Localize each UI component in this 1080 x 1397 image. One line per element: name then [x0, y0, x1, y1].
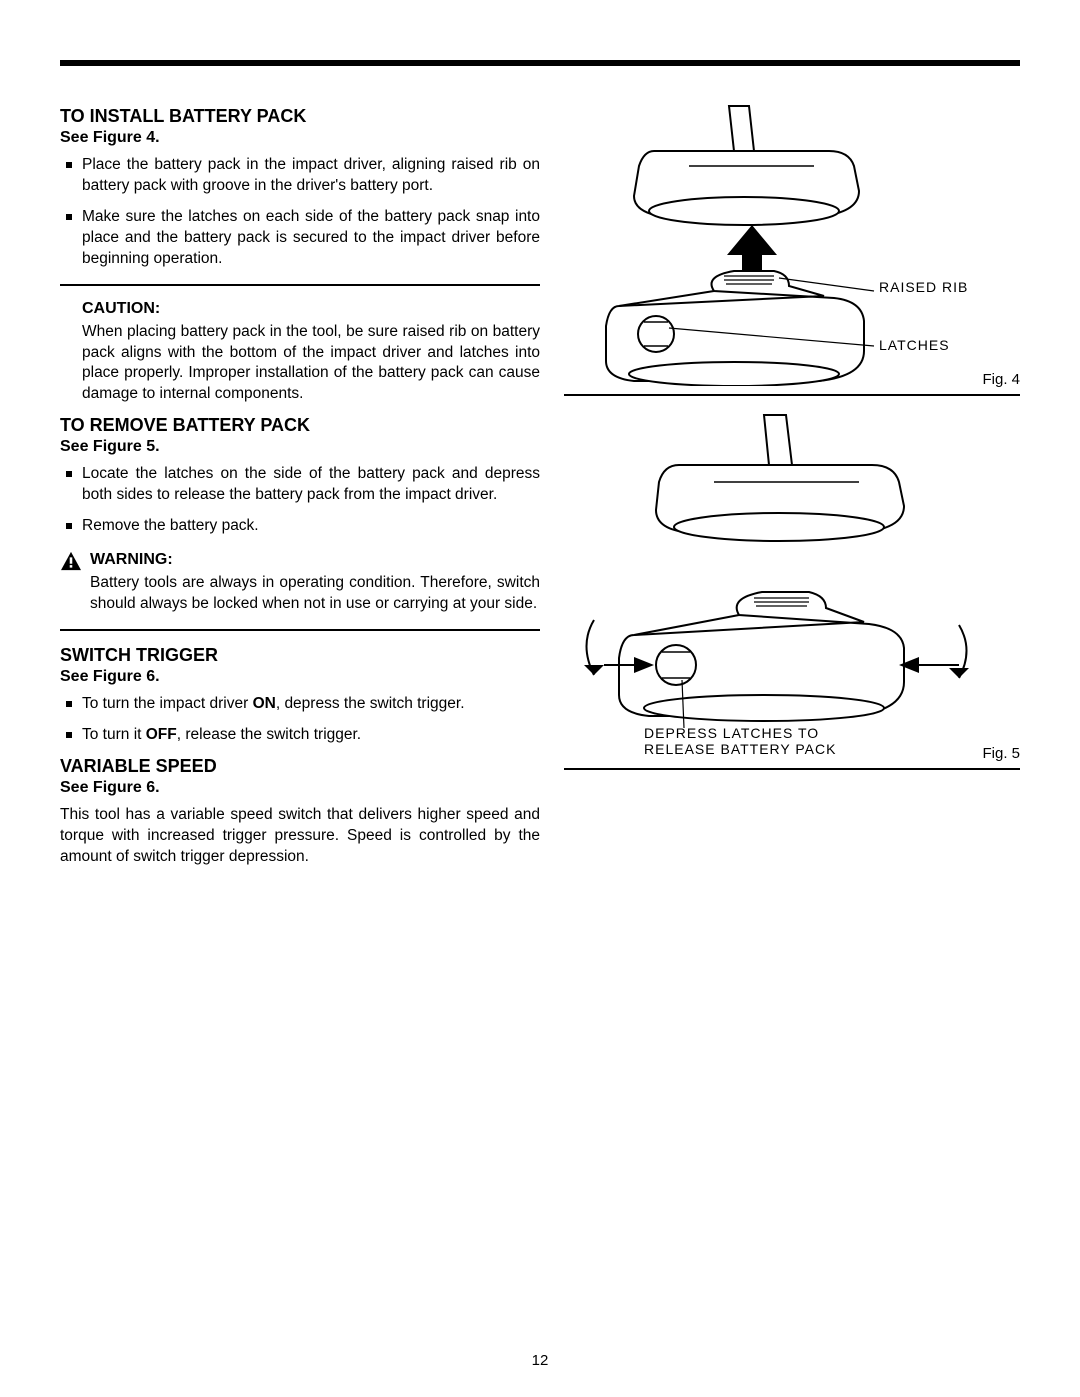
remove-see: See Figure 5.: [60, 438, 540, 456]
install-see: See Figure 4.: [60, 129, 540, 147]
caution-text: When placing battery pack in the tool, b…: [60, 322, 540, 406]
warning-text: Battery tools are always in operating co…: [90, 573, 540, 615]
switch-off-bold: OFF: [146, 726, 177, 743]
variable-title: VARIABLE SPEED: [60, 756, 540, 777]
warning-icon: [60, 551, 82, 571]
install-step-2: Make sure the latches on each side of th…: [60, 207, 540, 270]
page-number: 12: [0, 1352, 1080, 1369]
figure-5: DEPRESS LATCHES TO RELEASE BATTERY PACK …: [564, 410, 1020, 770]
install-title: TO INSTALL BATTERY PACK: [60, 106, 540, 127]
figure-4-label: Fig. 4: [982, 371, 1020, 388]
switch-off-a: To turn it: [82, 726, 146, 743]
right-column: RAISED RIB LATCHES Fig. 4: [564, 96, 1020, 868]
caution-label: CAUTION:: [60, 300, 540, 318]
switch-title: SWITCH TRIGGER: [60, 645, 540, 666]
two-column-layout: TO INSTALL BATTERY PACK See Figure 4. Pl…: [60, 96, 1020, 868]
figure-5-label: Fig. 5: [982, 745, 1020, 762]
warning-block: WARNING: Battery tools are always in ope…: [60, 551, 540, 615]
remove-step-2: Remove the battery pack.: [60, 516, 540, 537]
callout-latches: LATCHES: [879, 337, 950, 353]
manual-page: TO INSTALL BATTERY PACK See Figure 4. Pl…: [0, 0, 1080, 1397]
left-column: TO INSTALL BATTERY PACK See Figure 4. Pl…: [60, 96, 540, 868]
switch-off-b: , release the switch trigger.: [177, 726, 361, 743]
callout-raised-rib: RAISED RIB: [879, 279, 968, 295]
warning-label: WARNING:: [90, 551, 540, 569]
warning-body: WARNING: Battery tools are always in ope…: [90, 551, 540, 615]
switch-see: See Figure 6.: [60, 668, 540, 686]
caution-block: CAUTION: When placing battery pack in th…: [60, 300, 540, 406]
switch-step-on: To turn the impact driver ON, depress th…: [60, 694, 540, 715]
switch-step-off: To turn it OFF, release the switch trigg…: [60, 725, 540, 746]
callout-depress-2: RELEASE BATTERY PACK: [644, 741, 836, 757]
divider: [60, 629, 540, 631]
figure-5-illustration: [564, 410, 1004, 760]
remove-step-1: Locate the latches on the side of the ba…: [60, 464, 540, 506]
install-step-1: Place the battery pack in the impact dri…: [60, 155, 540, 197]
switch-on-a: To turn the impact driver: [82, 695, 253, 712]
top-rule: [60, 60, 1020, 66]
remove-title: TO REMOVE BATTERY PACK: [60, 415, 540, 436]
switch-on-b: , depress the switch trigger.: [276, 695, 465, 712]
variable-text: This tool has a variable speed switch th…: [60, 805, 540, 868]
callout-depress-1: DEPRESS LATCHES TO: [644, 725, 819, 741]
variable-see: See Figure 6.: [60, 779, 540, 797]
figure-4: RAISED RIB LATCHES Fig. 4: [564, 96, 1020, 396]
divider: [60, 284, 540, 286]
switch-on-bold: ON: [253, 695, 276, 712]
